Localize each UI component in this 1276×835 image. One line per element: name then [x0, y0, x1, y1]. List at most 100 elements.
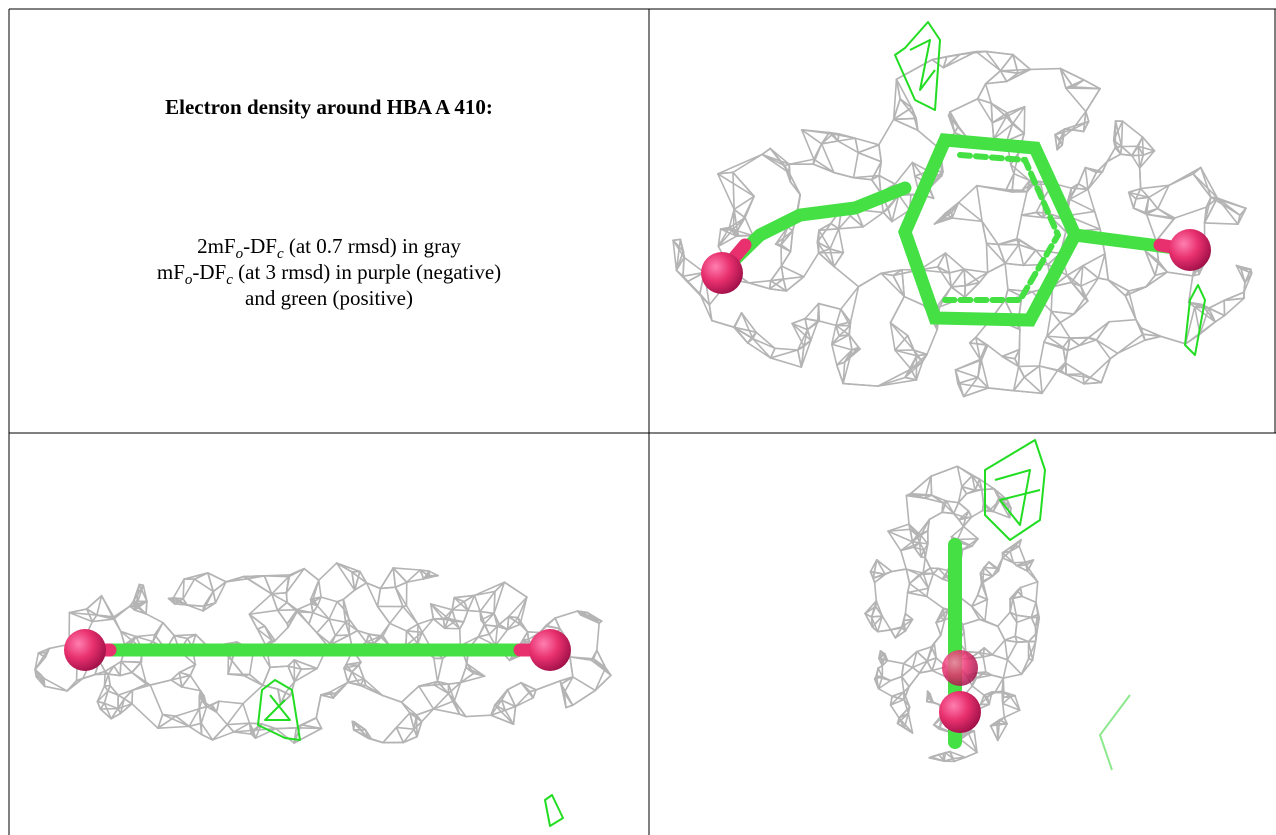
mesh-line — [1022, 596, 1036, 602]
mesh-line — [963, 527, 977, 539]
mesh-line — [986, 84, 992, 103]
mesh-line — [834, 173, 854, 178]
mesh-line — [311, 580, 319, 599]
mesh-line — [120, 672, 132, 675]
oxygen-atom — [64, 629, 106, 671]
mesh-line — [1109, 320, 1136, 322]
positive-density — [1100, 695, 1130, 770]
mesh-line — [854, 153, 859, 178]
mesh-line — [250, 654, 253, 675]
mesh-line — [972, 686, 984, 695]
mesh-line — [927, 597, 943, 609]
mesh-line — [1004, 710, 1020, 717]
mesh-line — [805, 304, 819, 319]
mesh-line — [263, 667, 270, 685]
mesh-line — [390, 607, 403, 624]
mesh-line — [1158, 261, 1167, 272]
caption-line: 2mFo-DFc (at 0.7 rmsd) in gray — [197, 234, 461, 262]
mesh-line — [985, 621, 998, 626]
text-run: 2mF — [197, 234, 236, 258]
mesh-line — [971, 511, 982, 518]
mesh-line — [1086, 89, 1100, 112]
mesh-line — [819, 304, 841, 310]
mesh-line — [988, 345, 1002, 356]
mesh-line — [286, 593, 287, 603]
mesh-line — [288, 666, 294, 682]
mesh-line — [1051, 311, 1074, 314]
mesh-line — [597, 623, 599, 650]
mesh-line — [1005, 640, 1017, 642]
mesh-line — [834, 267, 859, 287]
mesh-line — [992, 655, 1007, 660]
mesh-line — [733, 172, 734, 209]
mesh-line — [1167, 272, 1193, 276]
mesh-line — [904, 664, 913, 668]
mesh-line — [965, 752, 977, 757]
mesh-line — [1005, 640, 1008, 660]
mesh-line — [1096, 162, 1107, 173]
mesh-line — [1023, 264, 1047, 265]
mesh-line — [832, 344, 837, 365]
mesh-line — [987, 243, 1006, 263]
mesh-line — [348, 672, 352, 682]
mesh-line — [928, 574, 933, 589]
mesh-line — [1085, 168, 1088, 190]
mesh-line — [270, 666, 288, 667]
mesh-line — [936, 623, 941, 636]
mesh-line — [321, 597, 337, 602]
mesh-line — [393, 568, 420, 570]
mesh-line — [838, 141, 858, 153]
mesh-line — [316, 695, 321, 718]
mesh-line — [753, 339, 775, 349]
mesh-line — [762, 154, 789, 172]
mesh-line — [407, 624, 418, 631]
mesh-line — [407, 631, 423, 632]
oxygen-atom — [942, 650, 978, 686]
mesh-line — [92, 619, 113, 622]
mesh-line — [1031, 617, 1035, 627]
mesh-line — [988, 388, 1013, 391]
mesh-line — [132, 704, 158, 728]
mesh-line — [1122, 121, 1123, 146]
mesh-line — [349, 631, 357, 636]
mesh-line — [959, 520, 964, 527]
mesh-line — [998, 612, 1010, 626]
mesh-line — [1003, 674, 1021, 678]
mesh-line — [1068, 345, 1080, 350]
aromatic-bond — [945, 155, 1058, 300]
mesh-line — [830, 229, 839, 249]
mesh-line — [943, 203, 959, 219]
positive-density — [1185, 285, 1205, 355]
mesh-line — [213, 591, 215, 602]
mesh-line — [1036, 602, 1038, 614]
mesh-line — [879, 176, 895, 185]
mesh-line — [931, 476, 932, 495]
mesh-line — [395, 582, 406, 587]
mesh-line — [1019, 366, 1025, 377]
mesh-line — [513, 707, 515, 725]
mesh-line — [595, 668, 605, 691]
mesh-line — [536, 681, 560, 690]
mesh-line — [804, 253, 819, 277]
mesh-line — [1149, 197, 1158, 208]
mesh-line — [1098, 278, 1108, 280]
mesh-line — [894, 119, 918, 130]
mesh-line — [480, 612, 494, 614]
mesh-line — [1022, 192, 1027, 215]
mesh-line — [460, 622, 464, 629]
mesh-line — [1003, 704, 1004, 718]
mesh-line — [250, 723, 262, 724]
mesh-line — [173, 579, 184, 598]
ring — [905, 140, 1075, 320]
mesh-line — [1026, 565, 1037, 582]
mesh-line — [278, 610, 288, 623]
mesh-line — [1143, 137, 1144, 155]
mesh-line — [276, 728, 297, 729]
mesh-line — [155, 623, 163, 635]
mesh-line — [749, 281, 771, 283]
mesh-line — [1132, 146, 1138, 155]
mesh-line — [1134, 208, 1147, 214]
mesh-line — [216, 712, 227, 724]
mesh-line — [460, 629, 461, 646]
mesh-line — [792, 319, 805, 324]
